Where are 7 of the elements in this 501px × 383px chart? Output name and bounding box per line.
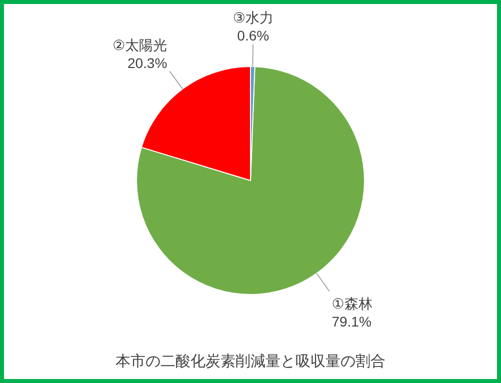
data-label: 20.3%	[127, 54, 168, 71]
data-label: 79.1%	[332, 313, 372, 330]
slice-label: ②太陽光	[112, 36, 168, 53]
slice-label: ①森林	[332, 295, 372, 312]
text: 本市の二酸化炭素削減量と吸収量の割合	[116, 353, 386, 370]
slice-label: ③水力	[232, 9, 274, 26]
data-label: 0.6%	[237, 27, 270, 44]
